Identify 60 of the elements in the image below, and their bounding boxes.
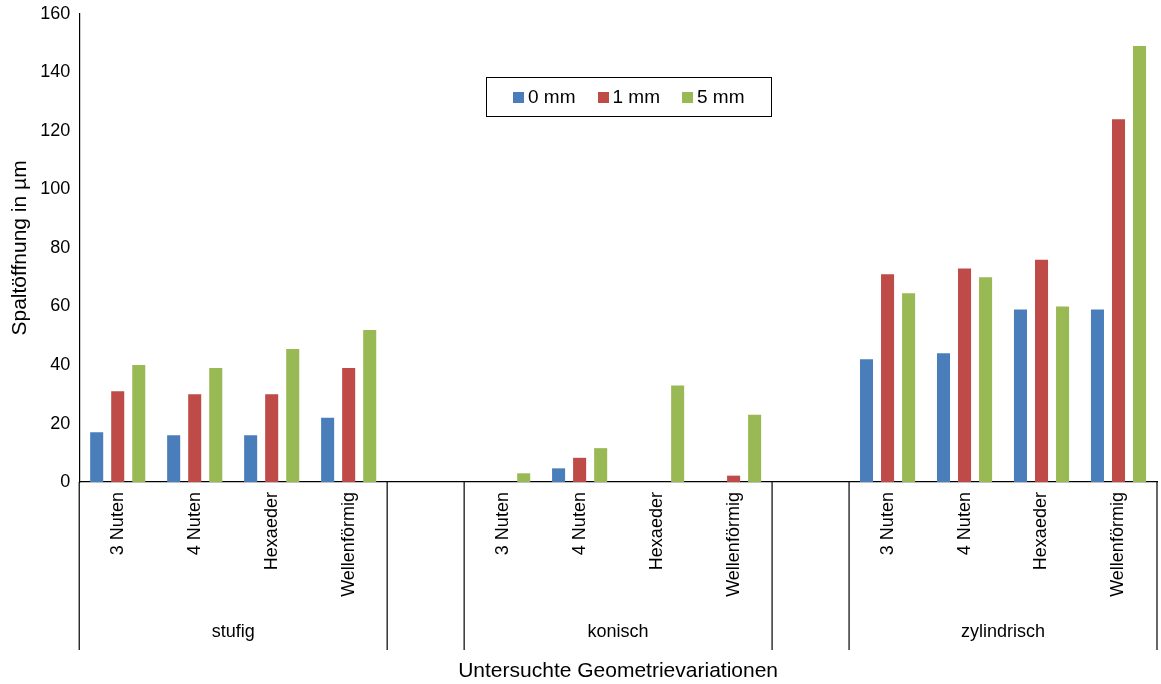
legend-label: 1 mm	[611, 86, 660, 108]
x-tick-label: 3 Nuten	[491, 492, 512, 556]
bar	[881, 274, 895, 483]
bar	[286, 348, 300, 483]
bar	[979, 277, 993, 483]
x-tick-label: 3 Nuten	[876, 492, 897, 556]
bar	[517, 473, 531, 483]
bar	[111, 391, 125, 483]
x-tick-label: Wellenförmig	[1107, 492, 1128, 597]
bar	[342, 367, 356, 483]
x-tick-label: Wellenförmig	[722, 492, 743, 597]
bar	[188, 394, 202, 483]
y-axis-title: Spaltöffnung in µm	[7, 160, 31, 336]
y-tick-label: 60	[50, 295, 71, 316]
bar	[727, 475, 741, 483]
x-tick-label: Hexaeder	[1030, 492, 1051, 571]
x-tick-label: Hexaeder	[260, 492, 281, 571]
bar	[244, 435, 258, 483]
x-tick-label: 4 Nuten	[568, 492, 589, 556]
bar	[1090, 309, 1104, 483]
bar	[363, 329, 377, 483]
x-tick-label: 3 Nuten	[106, 492, 127, 556]
bar	[1133, 46, 1147, 483]
text: zylindrisch	[961, 621, 1046, 642]
bar	[1111, 119, 1126, 483]
bar	[748, 414, 762, 483]
bar	[209, 367, 223, 483]
x-tick-label: 4 Nuten	[953, 492, 974, 556]
y-tick-label: 20	[50, 412, 71, 433]
bar	[671, 385, 685, 483]
bar	[132, 365, 146, 483]
bar	[573, 457, 587, 483]
y-tick-label: 40	[50, 353, 71, 374]
bar	[936, 353, 951, 483]
bar	[321, 417, 335, 483]
bar	[958, 268, 972, 483]
x-tick-label: 4 Nuten	[183, 492, 204, 556]
y-tick-label: 160	[40, 2, 71, 23]
bar	[859, 359, 874, 483]
bar	[1013, 309, 1028, 483]
bar	[902, 293, 916, 483]
x-axis-title: Untersuchte Geometrievariationen	[458, 658, 779, 682]
text: konisch	[587, 621, 649, 642]
bar	[594, 448, 608, 483]
bar	[167, 435, 181, 483]
x-tick-label: Hexaeder	[645, 492, 666, 571]
bar	[265, 394, 279, 483]
bar	[1056, 306, 1070, 483]
y-tick-label: 100	[40, 178, 71, 199]
bar	[1035, 259, 1049, 483]
bar	[90, 432, 104, 483]
y-tick-label: 0	[60, 471, 71, 492]
y-tick-label: 140	[40, 61, 71, 82]
text: stufig	[211, 621, 255, 642]
y-tick-label: 120	[40, 119, 71, 140]
y-tick-label: 80	[50, 236, 71, 257]
legend-label: 0 mm	[527, 86, 576, 108]
bar	[552, 468, 566, 483]
legend-label: 5 mm	[696, 86, 745, 108]
x-tick-label: Wellenförmig	[337, 492, 358, 597]
